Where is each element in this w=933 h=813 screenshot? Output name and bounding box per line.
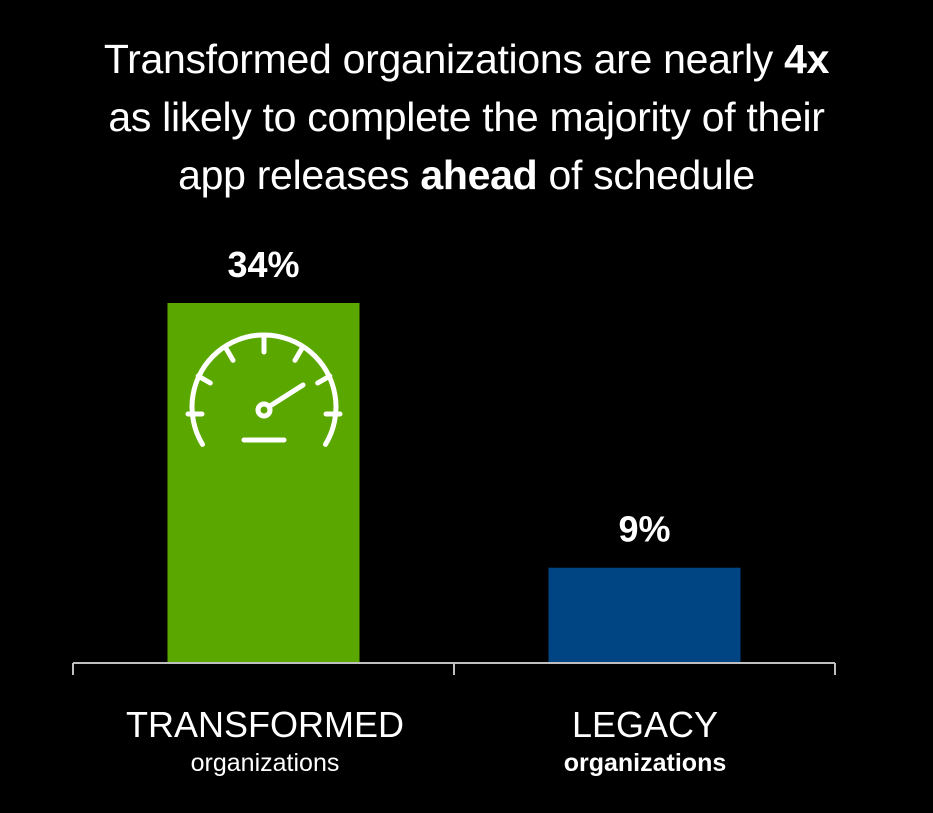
title-line-3: app releases ahead of schedule: [178, 152, 755, 198]
title-line-2: as likely to complete the majority of th…: [108, 94, 825, 140]
data-label-transformed: 34%: [227, 244, 299, 285]
category-subtitle-legacy: organizations: [563, 749, 727, 777]
chart-title: Transformed organizations are nearly 4x …: [20, 30, 913, 204]
category-subtitle-transformed: organizations: [190, 749, 340, 777]
bar-transformed: [167, 303, 360, 663]
category-name-transformed: TRANSFORMED: [126, 704, 404, 745]
speedometer-icon: [185, 332, 343, 447]
data-label-legacy: 9%: [618, 509, 670, 550]
category-label-legacy: LEGACY organizations: [455, 703, 835, 779]
category-label-transformed: TRANSFORMED organizations: [75, 703, 455, 779]
category-name-legacy: LEGACY: [571, 704, 719, 745]
bar-legacy: [548, 567, 741, 663]
title-line-1: Transformed organizations are nearly 4x: [103, 36, 830, 82]
